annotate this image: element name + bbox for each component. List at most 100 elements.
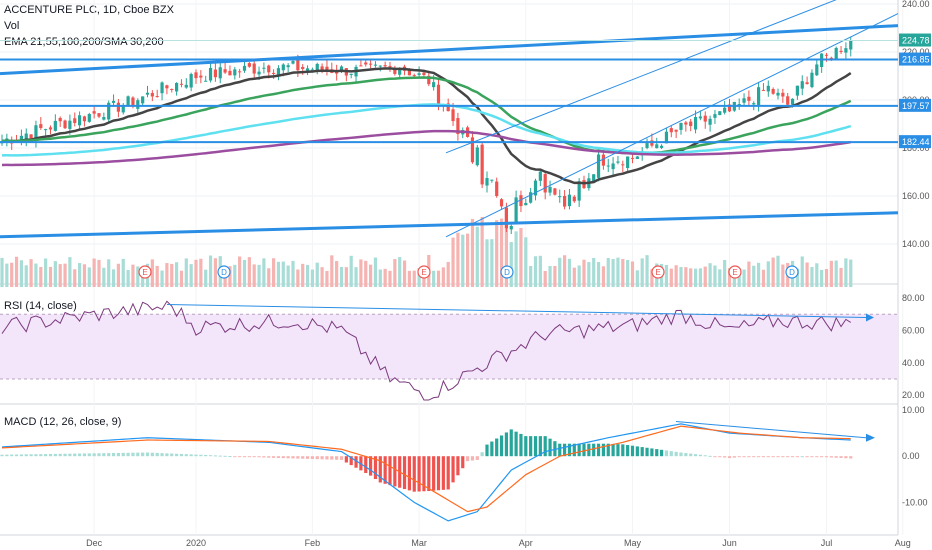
ema-line (1, 67, 852, 185)
macd-histogram-bar (470, 456, 475, 461)
candle-body (48, 127, 53, 130)
volume-bar (398, 257, 402, 287)
volume-bar (718, 269, 722, 287)
volume-bar (543, 270, 547, 287)
macd-histogram-bar (78, 453, 82, 457)
event-marker (651, 265, 665, 279)
x-tick-label: Apr (519, 538, 533, 548)
volume-bar (466, 233, 470, 287)
candle-body (228, 70, 232, 76)
candle-body (68, 120, 72, 129)
candle-body (693, 117, 698, 130)
macd-histogram-bar (383, 456, 387, 484)
macd-histogram-bar (218, 455, 222, 457)
macd-histogram-bar (436, 456, 441, 491)
macd-histogram-bar (490, 441, 494, 457)
candle-body (781, 92, 785, 97)
volume-bar (742, 269, 746, 287)
macd-divergence-arrow (866, 433, 875, 442)
macd-histogram-bar (669, 451, 673, 457)
candle-body (815, 64, 819, 76)
macd-histogram-bar (305, 456, 310, 459)
candle-body (601, 154, 605, 166)
candle-body (165, 85, 169, 89)
volume-bar (529, 266, 533, 287)
candle-body (834, 48, 838, 61)
macd-histogram-bar (58, 453, 62, 457)
volume-bar (606, 258, 610, 287)
signal-line (1, 425, 851, 513)
volume-bar (330, 255, 334, 287)
candle-body (213, 69, 217, 78)
candle-body (276, 68, 281, 77)
macd-histogram-bar (165, 453, 169, 457)
macd-histogram-bar (315, 456, 319, 460)
macd-histogram-bar (145, 452, 150, 457)
upper-channel-line (0, 24, 899, 76)
macd-histogram-bar (339, 456, 344, 460)
volume-bar (533, 256, 538, 287)
candle-body (849, 40, 853, 50)
macd-histogram-bar (238, 456, 242, 458)
price-badge (899, 52, 931, 66)
candle-body (509, 226, 513, 230)
volume-bar (369, 264, 373, 287)
candle-body (533, 180, 538, 196)
macd-histogram-bar (194, 454, 198, 457)
price-badge-label: 224.78 (902, 36, 930, 46)
macd-histogram-bar (10, 454, 14, 457)
volume-bar (160, 270, 164, 287)
volume-bar (412, 270, 416, 287)
macd-histogram-bar (616, 444, 620, 457)
macd-histogram-bar (267, 456, 271, 458)
macd-histogram-bar (533, 436, 538, 457)
volume-bar (553, 265, 557, 287)
macd-histogram-bar (223, 455, 227, 457)
candle-body (800, 81, 804, 89)
macd-histogram-bar (723, 456, 727, 458)
volume-bar (63, 263, 67, 287)
volume-bar (417, 268, 421, 287)
rsi-tick-label: 80.00 (902, 293, 925, 303)
candle-body (553, 188, 557, 195)
volume-bar (383, 268, 387, 287)
rsi-tick-label: 20.00 (902, 390, 925, 400)
macd-histogram-bar (558, 443, 562, 457)
candle-body (44, 129, 48, 131)
volume-bar (436, 270, 441, 287)
volume-bar (354, 267, 358, 287)
macd-histogram-bar (606, 443, 610, 457)
macd-histogram-bar (529, 436, 533, 457)
rsi-divergence-arrow (866, 313, 874, 322)
macd-line (1, 423, 851, 522)
x-tick-label: Dec (86, 538, 103, 548)
x-tick-label: 2020 (186, 538, 206, 548)
candle-body (388, 65, 392, 67)
volume-bar (572, 267, 576, 287)
volume-bar (373, 257, 378, 287)
macd-histogram-bar (63, 453, 67, 457)
macd-histogram-bar (335, 456, 339, 460)
volume-bar (795, 268, 799, 287)
volume-bar (155, 265, 159, 287)
macd-histogram-bar (349, 456, 353, 466)
volume-bar (82, 264, 87, 287)
candle-body (359, 65, 363, 67)
candle-body (58, 117, 62, 122)
macd-histogram-bar (757, 456, 761, 458)
macd-histogram-bar (407, 456, 411, 491)
volume-bar (839, 267, 843, 287)
volume-bar (102, 267, 106, 287)
volume-bar (359, 259, 363, 287)
volume-bar (5, 263, 9, 287)
volume-bar (849, 259, 853, 287)
volume-bar (451, 237, 455, 287)
macd-histogram-bar (674, 451, 678, 457)
x-tick-label: Aug (895, 538, 911, 548)
volume-bar (97, 259, 101, 287)
macd-histogram-bar (776, 456, 780, 458)
x-tick-label: Mar (411, 538, 427, 548)
macd-histogram-bar (291, 456, 295, 459)
volume-bar (679, 266, 683, 287)
